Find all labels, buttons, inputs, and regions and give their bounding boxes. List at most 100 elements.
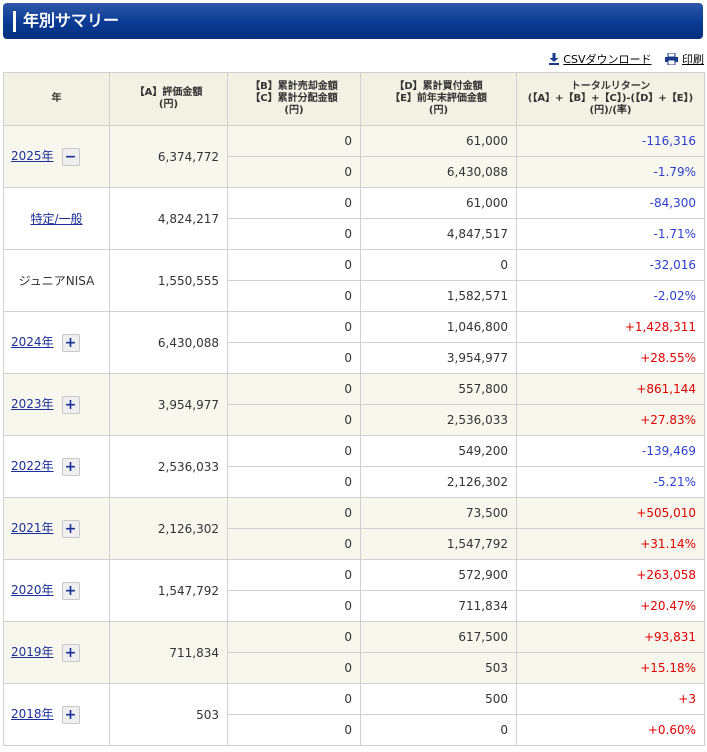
total-return-rate-cell: +31.14% [516,528,705,560]
table-row: ジュニアNISA 1,550,555 0 0 -32,016 [3,249,705,312]
account-type-label: ジュニアNISA [18,274,95,288]
year-cell: 2024年 + [3,311,110,374]
total-return-rate-cell: +0.60% [516,714,705,746]
valuation-cell: 503 [109,683,228,746]
cumulative-purchase-cell: 61,000 [360,187,517,219]
cumulative-distribution-cell: 0 [227,590,361,622]
cumulative-distribution-cell: 0 [227,652,361,684]
table-row: 2018年 +503 0 500 +3 [3,683,705,746]
cumulative-distribution-cell: 0 [227,280,361,312]
cumulative-sales-cell: 0 [227,435,361,467]
total-return-amount-cell: +263,058 [516,559,705,591]
table-row: 0 503 +15.18% [4,652,705,684]
table-row: 2021年 +2,126,302 0 73,500 +505,010 [3,497,705,560]
year-cell: 2018年 + [3,683,110,746]
cumulative-purchase-cell: 73,500 [360,497,517,529]
expand-toggle-button[interactable]: + [61,581,80,600]
col-header-total-return: トータルリターン (【A】+【B】+【C】)-(【D】+【E】) (円)/(率) [516,72,705,126]
total-return-amount-cell: +93,831 [516,621,705,653]
table-row: 特定/一般 4,824,217 0 61,000 -84,300 [3,187,705,250]
year-cell: 2021年 + [3,497,110,560]
account-type-cell: ジュニアNISA [3,249,110,312]
expand-toggle-button[interactable]: + [61,519,80,538]
cumulative-sales-cell: 0 [227,125,361,157]
collapse-toggle-button[interactable]: − [61,147,80,166]
table-body: 2025年 −6,374,772 0 61,000 -116,316 0 6,430,088… [3,125,705,746]
account-type-link[interactable]: 特定/一般 [30,212,83,226]
cumulative-purchase-cell: 549,200 [360,435,517,467]
cumulative-purchase-cell: 1,046,800 [360,311,517,343]
page-title: 年別サマリー [23,11,120,30]
section-header: 年別サマリー [3,3,703,39]
cumulative-sales-cell: 0 [227,621,361,653]
table-row: 2022年 +2,536,033 0 549,200 -139,469 [3,435,705,498]
col-header-purchase-prev-valuation: 【D】累計買付金額 【E】前年末評価金額 (円) [360,72,517,126]
expand-toggle-button[interactable]: + [61,705,80,724]
table-header-row: 年 【A】評価金額 (円) 【B】累計売却金額 【C】累計分配金額 (円) 【D】累計… [3,72,705,126]
total-return-rate-cell: -1.79% [516,156,705,188]
valuation-cell: 4,824,217 [109,187,228,250]
valuation-cell: 711,834 [109,621,228,684]
year-link[interactable]: 2020年 [11,583,54,598]
table-row: 2023年 +3,954,977 0 557,800 +861,144 [3,373,705,436]
cumulative-purchase-cell: 572,900 [360,559,517,591]
print-label: 印刷 [682,53,704,66]
expand-toggle-button[interactable]: + [61,333,80,352]
expand-toggle-button[interactable]: + [61,457,80,476]
table-row: 2024年 +6,430,088 0 1,046,800 +1,428,311 [3,311,705,374]
table-row: 0 4,847,517 -1.71% [4,218,705,250]
total-return-rate-cell: -1.71% [516,218,705,250]
year-link[interactable]: 2023年 [11,397,54,412]
print-button[interactable]: 印刷 [665,51,704,67]
prev-year-valuation-cell: 0 [360,714,517,746]
total-return-amount-cell: -116,316 [516,125,705,157]
expand-toggle-button[interactable]: + [61,643,80,662]
total-return-rate-cell: +15.18% [516,652,705,684]
table-row: 0 2,536,033 +27.83% [4,404,705,436]
cumulative-sales-cell: 0 [227,311,361,343]
prev-year-valuation-cell: 1,582,571 [360,280,517,312]
cumulative-purchase-cell: 617,500 [360,621,517,653]
total-return-amount-cell: -32,016 [516,249,705,281]
csv-download-label: CSVダウンロード [563,53,652,66]
cumulative-distribution-cell: 0 [227,404,361,436]
table-row: 0 1,582,571 -2.02% [4,280,705,312]
prev-year-valuation-cell: 503 [360,652,517,684]
year-link[interactable]: 2021年 [11,521,54,536]
year-cell: 2025年 − [3,125,110,188]
cumulative-distribution-cell: 0 [227,466,361,498]
year-link[interactable]: 2018年 [11,707,54,722]
year-link[interactable]: 2019年 [11,645,54,660]
year-cell: 2023年 + [3,373,110,436]
csv-download-button[interactable]: CSVダウンロード [549,51,652,67]
prev-year-valuation-cell: 4,847,517 [360,218,517,250]
total-return-amount-cell: +861,144 [516,373,705,405]
cumulative-purchase-cell: 61,000 [360,125,517,157]
valuation-cell: 6,374,772 [109,125,228,188]
expand-toggle-button[interactable]: + [61,395,80,414]
table-row: 2019年 +711,834 0 617,500 +93,831 [3,621,705,684]
valuation-cell: 1,550,555 [109,249,228,312]
total-return-rate-cell: -5.21% [516,466,705,498]
year-link[interactable]: 2022年 [11,459,54,474]
download-icon [549,53,560,65]
cumulative-sales-cell: 0 [227,373,361,405]
total-return-amount-cell: -139,469 [516,435,705,467]
year-link[interactable]: 2024年 [11,335,54,350]
table-row: 0 1,547,792 +31.14% [4,528,705,560]
table-row: 2020年 +1,547,792 0 572,900 +263,058 [3,559,705,622]
valuation-cell: 6,430,088 [109,311,228,374]
year-link[interactable]: 2025年 [11,149,54,164]
total-return-rate-cell: +20.47% [516,590,705,622]
prev-year-valuation-cell: 6,430,088 [360,156,517,188]
table-row: 0 6,430,088 -1.79% [4,156,705,188]
yearly-summary-table: 年 【A】評価金額 (円) 【B】累計売却金額 【C】累計分配金額 (円) 【D】累計… [3,72,705,746]
cumulative-sales-cell: 0 [227,497,361,529]
cumulative-sales-cell: 0 [227,187,361,219]
toolbar: CSVダウンロード 印刷 [539,51,704,68]
table-row: 0 711,834 +20.47% [4,590,705,622]
valuation-cell: 2,126,302 [109,497,228,560]
printer-icon [665,53,678,65]
cumulative-sales-cell: 0 [227,249,361,281]
valuation-cell: 1,547,792 [109,559,228,622]
